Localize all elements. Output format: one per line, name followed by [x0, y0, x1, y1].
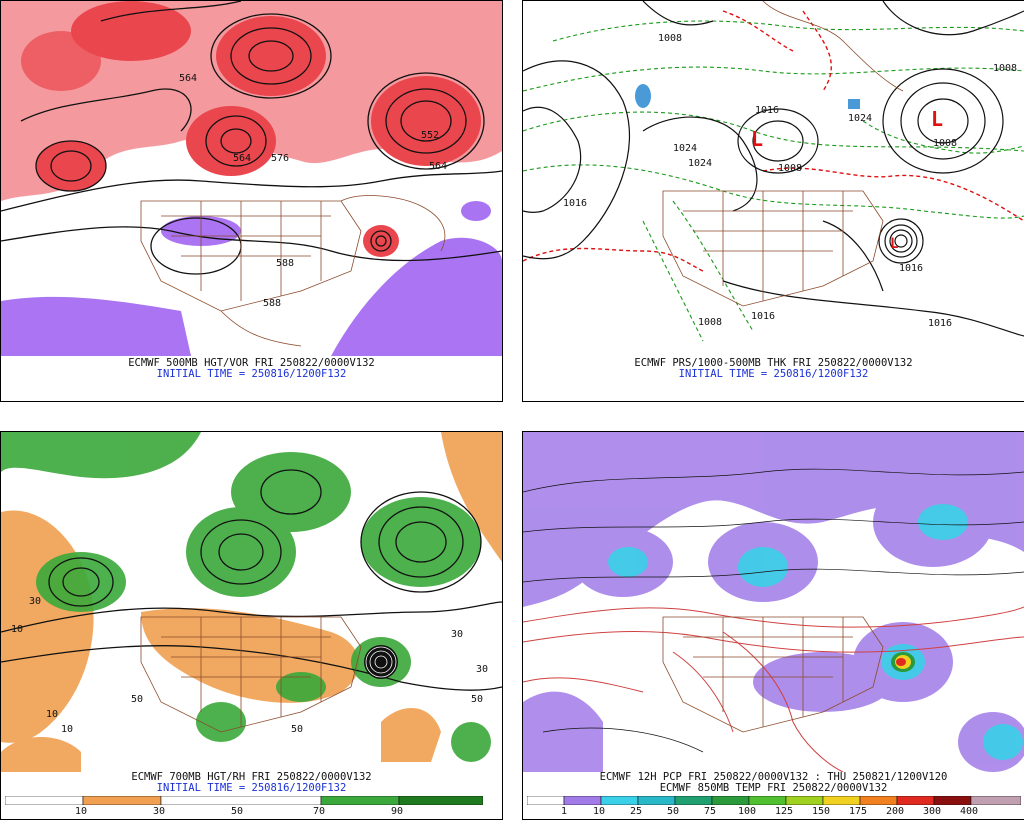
low-markers: L L L [751, 107, 943, 252]
temp-contours-black [523, 468, 1024, 753]
svg-text:1016: 1016 [751, 311, 775, 322]
panel-prs-thickness: L L L 1008 1016 1024 1024 1016 1008 1024… [522, 0, 1024, 402]
caption-prs-thk: ECMWF PRS/1000-500MB THK FRI 250822/0000… [634, 357, 913, 369]
svg-text:1008: 1008 [933, 138, 957, 149]
svg-text:1008: 1008 [658, 33, 682, 44]
panel-500mb-hgt-vor: 564 552 564 564 576 588 588 ECMWF 500MB … [0, 0, 503, 402]
height-contours [1, 1, 502, 275]
state-borders [662, 1, 904, 307]
height-contours [1, 469, 502, 691]
svg-text:30: 30 [476, 664, 488, 675]
svg-text:1024: 1024 [848, 113, 872, 124]
svg-text:1016: 1016 [928, 318, 952, 329]
svg-text:1024: 1024 [673, 143, 697, 154]
map-precip-850temp [523, 432, 1024, 772]
svg-text:1008: 1008 [698, 317, 722, 328]
svg-text:10: 10 [61, 724, 73, 735]
rh-colorbar-labels: 10 30 50 70 90 [75, 806, 404, 817]
caption-850mb-temp: ECMWF 850MB TEMP FRI 250822/0000V132 [659, 782, 888, 794]
initial-time-500mb: INITIAL TIME = 250816/1200F132 [156, 368, 347, 380]
isobars [523, 1, 1024, 337]
svg-text:576: 576 [271, 153, 289, 164]
svg-text:10: 10 [11, 624, 23, 635]
initial-time-700mb: INITIAL TIME = 250816/1200F132 [156, 782, 347, 794]
map-500mb-vorticity: 564 552 564 564 576 588 588 [1, 1, 502, 356]
svg-text:1016: 1016 [755, 105, 779, 116]
hurricane-center [364, 645, 398, 679]
map-700mb-rh: 10 30 50 50 10 30 10 50 30 [1, 432, 502, 772]
svg-text:588: 588 [276, 258, 294, 269]
caption-700mb: ECMWF 700MB HGT/RH FRI 250822/0000V132 [131, 771, 372, 783]
contour-labels: 10 30 50 50 10 30 10 50 30 [11, 596, 488, 735]
caption-12h-pcp: ECMWF 12H PCP FRI 250822/0000V132 : THU … [599, 771, 948, 783]
state-borders [140, 195, 446, 347]
initial-time-prs-thk: INITIAL TIME = 250816/1200F132 [678, 368, 869, 380]
rh-colorbar [5, 796, 483, 805]
svg-text:50: 50 [471, 694, 483, 705]
thickness-green [523, 20, 1024, 342]
thickness-red [523, 10, 1024, 272]
temp-contours-red [523, 606, 1024, 772]
hurricane-rings [365, 646, 397, 678]
svg-text:L: L [890, 236, 898, 252]
svg-text:30: 30 [451, 629, 463, 640]
svg-text:1016: 1016 [899, 263, 923, 274]
caption-500mb: ECMWF 500MB HGT/VOR FRI 250822/0000V132 [128, 357, 375, 369]
pcp-colorbar-labels: 1 10 25 50 75 100 125 150 175 200 300 40… [561, 806, 979, 817]
state-borders [140, 616, 362, 733]
svg-text:30: 30 [29, 596, 41, 607]
svg-text:564: 564 [429, 161, 447, 172]
svg-text:1008: 1008 [778, 163, 802, 174]
svg-text:1016: 1016 [563, 198, 587, 209]
svg-text:588: 588 [263, 298, 281, 309]
state-borders [662, 616, 884, 733]
svg-text:50: 50 [131, 694, 143, 705]
svg-text:1008: 1008 [993, 63, 1017, 74]
svg-text:L: L [751, 127, 763, 151]
contour-labels: 1008 1016 1024 1024 1016 1008 1024 1008 … [563, 33, 1017, 329]
panel-12h-pcp-850temp: ECMWF 12H PCP FRI 250822/0000V132 : THU … [522, 431, 1024, 820]
svg-text:50: 50 [291, 724, 303, 735]
svg-text:10: 10 [46, 709, 58, 720]
svg-text:L: L [931, 107, 943, 131]
panel-700mb-hgt-rh: 10 30 50 50 10 30 10 50 30 ECMWF 700MB H… [0, 431, 503, 820]
svg-text:552: 552 [421, 130, 439, 141]
map-mslp-thickness: L L L 1008 1016 1024 1024 1016 1008 1024… [523, 1, 1024, 356]
pcp-colorbar [527, 796, 1021, 805]
precip-moderate [608, 504, 1023, 760]
contour-labels: 564 552 564 564 576 588 588 [179, 73, 447, 309]
svg-text:1024: 1024 [688, 158, 712, 169]
svg-text:564: 564 [179, 73, 197, 84]
snow-shading [635, 84, 860, 109]
precip-heavy [891, 652, 915, 672]
svg-text:564: 564 [233, 153, 251, 164]
